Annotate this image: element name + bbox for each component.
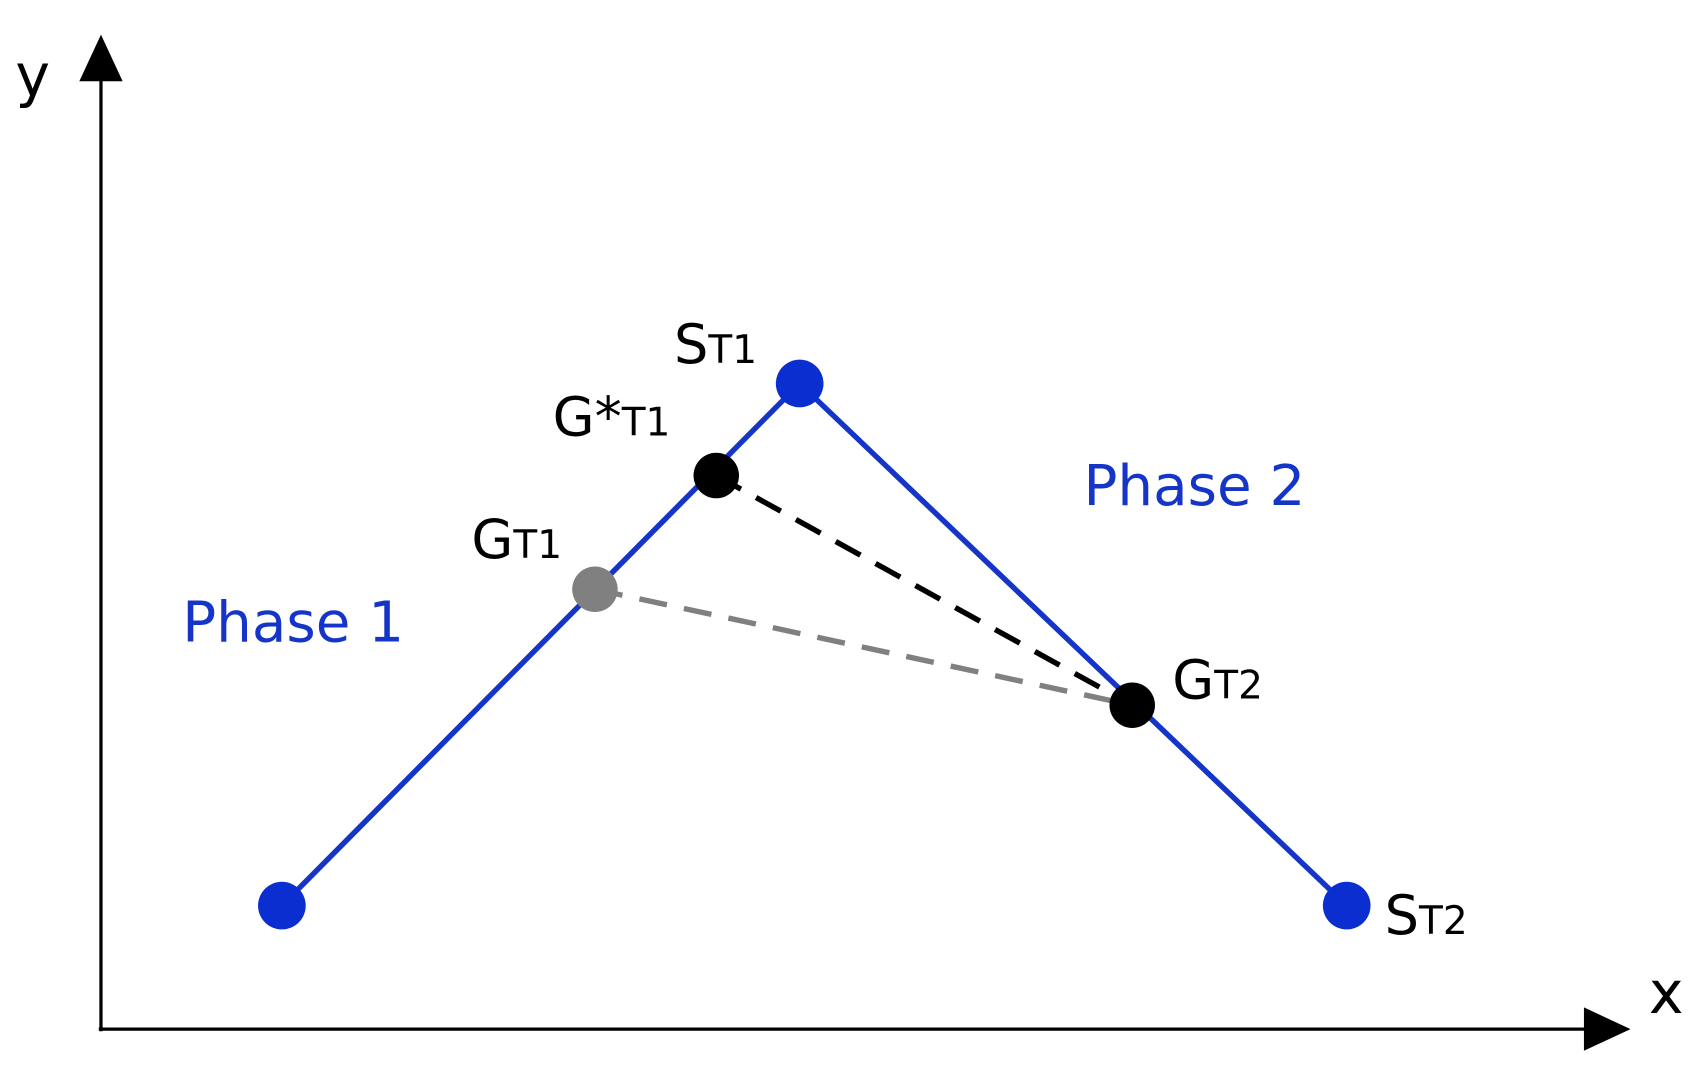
point-st2 [1322,881,1371,930]
label-main: G [471,508,513,571]
point-gt2 [1109,682,1155,728]
y-label: y [15,41,50,109]
label-sub: T2 [1418,899,1468,944]
point-label: G*T1 [553,385,671,448]
label-sub: T1 [707,328,757,373]
x-arrow [1583,1007,1631,1051]
point-label: ST1 [674,313,757,376]
label-sub: T1 [621,400,671,445]
point-label: GT1 [471,508,562,571]
y-arrow [79,34,123,82]
dashed-gray [594,586,1133,708]
start-point [258,881,306,930]
x-label: x [1649,959,1684,1027]
point-gt1 [572,566,618,613]
label-main: S [1385,884,1419,947]
point-st1 [775,359,824,408]
label-sub: T1 [512,523,562,568]
label-main: S [674,313,708,376]
label-main: G* [553,385,622,448]
point-gstar-t1 [693,452,740,499]
point-label: GT2 [1172,649,1263,712]
label-main: G [1172,649,1214,712]
point-label: ST2 [1385,884,1468,947]
label-sub: T2 [1213,664,1263,709]
dashed-black [714,473,1134,708]
phase-label: Phase 2 [1083,454,1305,519]
phase-label: Phase 1 [182,590,404,655]
